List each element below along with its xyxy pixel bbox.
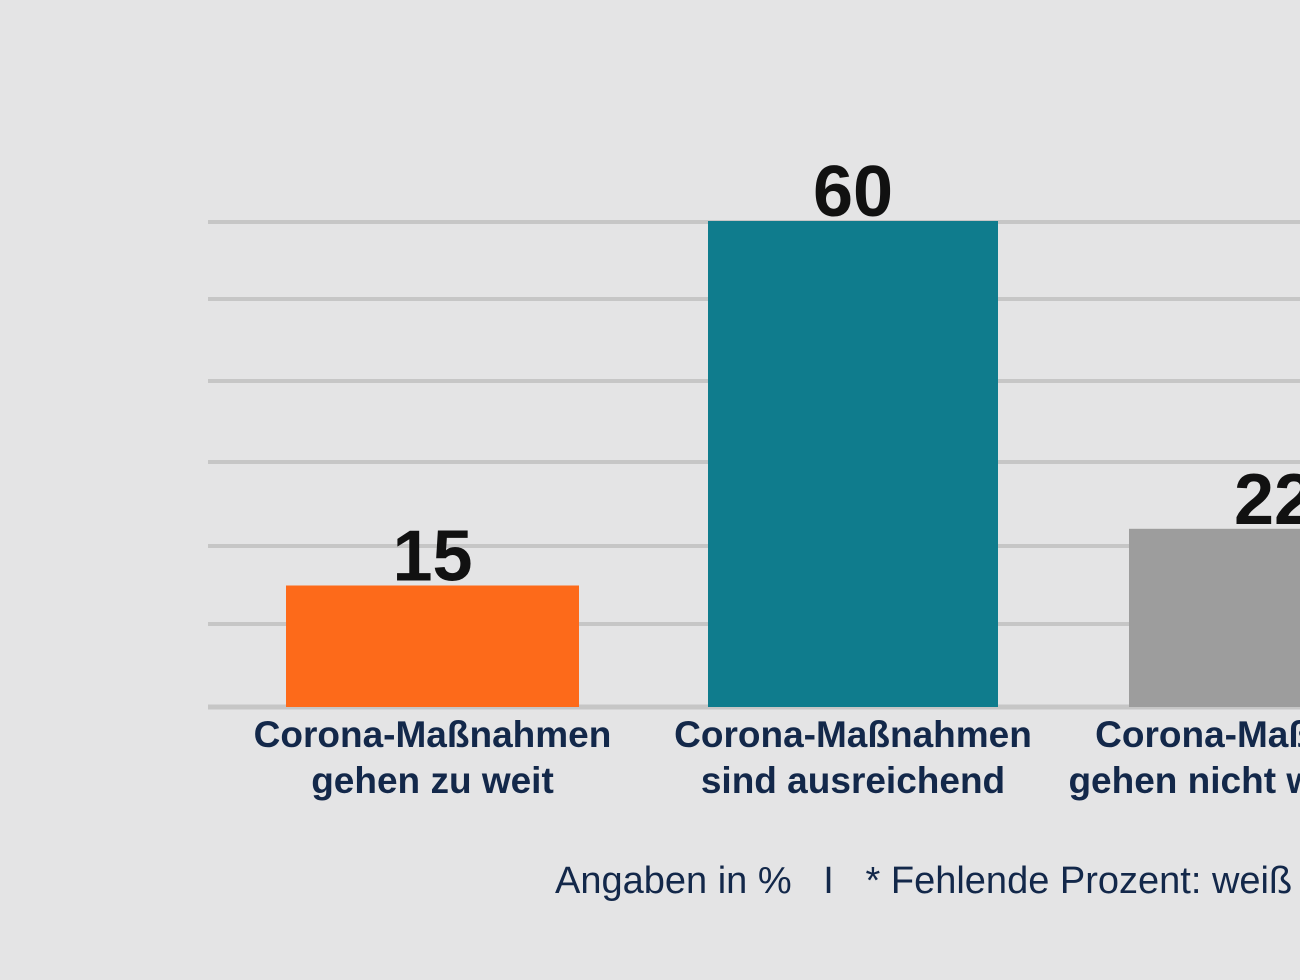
category-labels: Corona-Maßnahmen gehen zu weit Corona-Maßn…	[254, 714, 1300, 801]
category-label-1-line-1: Corona-Maßnahmen	[254, 714, 612, 755]
bars	[286, 221, 1300, 707]
bar-1	[286, 585, 579, 707]
value-label-2: 60	[813, 152, 893, 232]
category-label-1-line-2: gehen zu weit	[311, 760, 554, 801]
category-label-3-line-1: Corona-Maßnahmen	[1095, 714, 1300, 755]
category-label-3-line-2: gehen nicht weit genug	[1068, 760, 1300, 801]
value-label-1: 15	[392, 517, 472, 597]
value-labels: 15 60 22	[392, 152, 1300, 597]
footnote: Angaben in % I * Fehlende Prozent: weiß …	[555, 860, 1300, 902]
category-label-2-line-2: sind ausreichend	[701, 760, 1005, 801]
category-label-2-line-1: Corona-Maßnahmen	[674, 714, 1032, 755]
value-label-3: 22	[1234, 460, 1300, 540]
bar-3	[1129, 528, 1300, 707]
bar-2	[708, 221, 998, 707]
